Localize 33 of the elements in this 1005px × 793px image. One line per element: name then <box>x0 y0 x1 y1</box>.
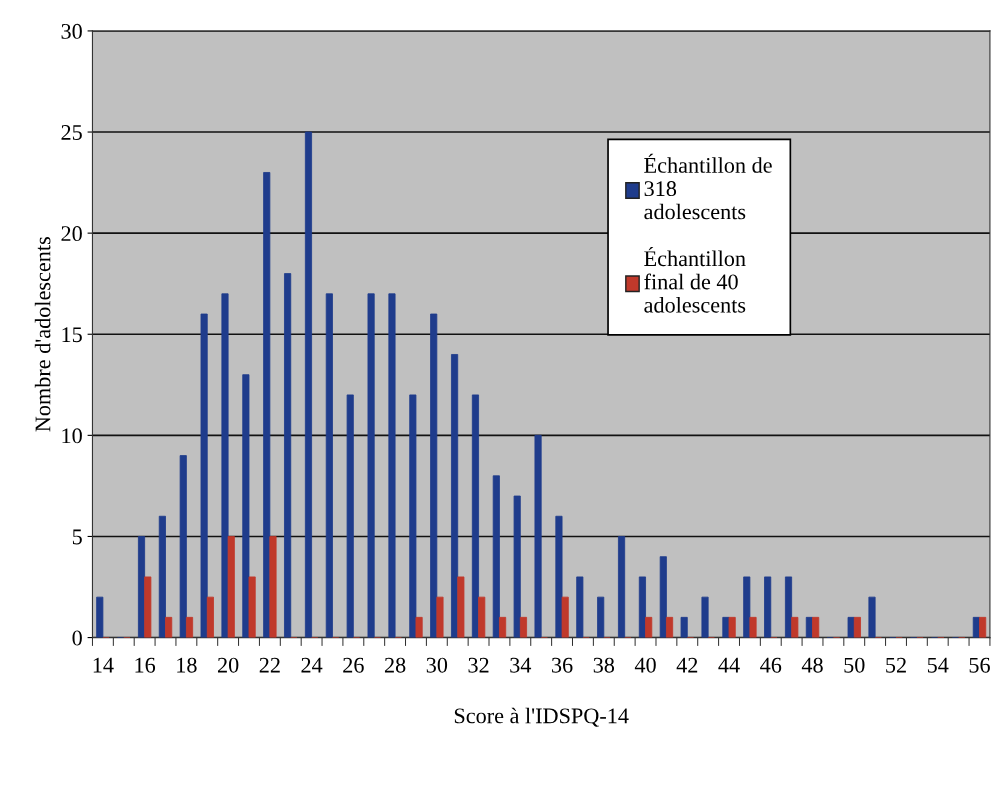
x-tick-label: 50 <box>844 657 865 673</box>
x-tick-label: 46 <box>760 657 782 673</box>
legend-label: Échantillon de 318 adolescents <box>644 153 772 220</box>
x-tick-label: 28 <box>384 657 406 673</box>
x-tick-label: 30 <box>426 657 448 673</box>
x-axis-title: Score à l'IDSPQ-14 <box>454 707 629 727</box>
x-tick-label: 36 <box>552 657 573 673</box>
x-tick-label: 54 <box>927 657 949 673</box>
x-tick-label: 24 <box>301 657 323 673</box>
y-tick-label: 15 <box>62 327 82 343</box>
x-tick-label: 48 <box>801 657 823 673</box>
x-tick-label: 18 <box>177 657 197 673</box>
y-tick-label: 20 <box>61 226 82 242</box>
x-tick-label: 16 <box>135 657 156 673</box>
y-tick-label: 0 <box>72 630 82 646</box>
x-tick-label: 42 <box>676 657 698 673</box>
legend-label: Échantillon final de 40 adolescents <box>644 246 746 313</box>
y-tick-label: 5 <box>72 529 82 545</box>
x-tick-label: 56 <box>969 657 990 673</box>
y-tick-label: 25 <box>61 125 82 140</box>
x-tick-label: 52 <box>886 657 906 673</box>
x-tick-label: 26 <box>343 657 364 673</box>
y-tick-label: 30 <box>61 23 82 39</box>
x-tick-label: 22 <box>259 657 280 673</box>
x-tick-label: 34 <box>510 657 532 673</box>
x-tick-label: 38 <box>593 657 615 673</box>
y-tick-label: 10 <box>62 428 82 444</box>
x-tick-label: 40 <box>634 657 656 673</box>
x-tick-label: 20 <box>217 657 239 673</box>
x-tick-label: 44 <box>718 657 740 673</box>
x-tick-label: 32 <box>468 657 489 673</box>
y-axis-title: Nombre d'adolescents <box>34 237 51 432</box>
x-tick-label: 14 <box>93 657 114 673</box>
